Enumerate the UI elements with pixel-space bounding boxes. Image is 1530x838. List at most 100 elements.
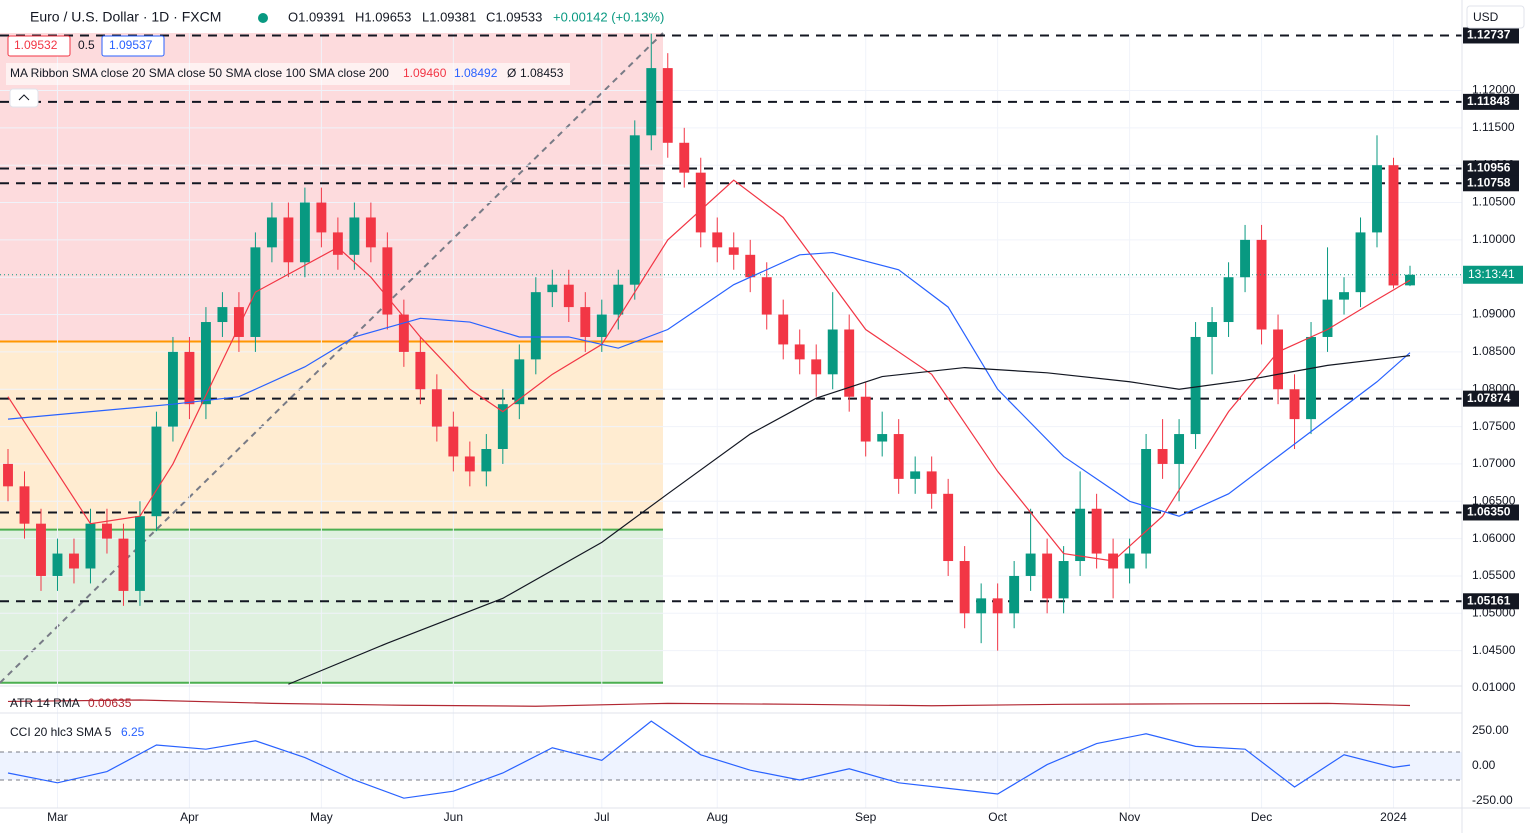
candle-body bbox=[794, 344, 805, 360]
candle-body bbox=[69, 553, 79, 569]
candle-body bbox=[1273, 329, 1283, 390]
candle-body bbox=[283, 217, 294, 263]
x-tick-label: Jun bbox=[444, 810, 463, 824]
candle-body bbox=[1058, 561, 1069, 599]
collapse-button[interactable] bbox=[9, 88, 39, 108]
candle-body bbox=[299, 202, 310, 263]
candle-body bbox=[1256, 239, 1267, 330]
fib-zone bbox=[0, 529, 663, 683]
candle-body bbox=[349, 217, 360, 255]
candle-body bbox=[1207, 322, 1218, 337]
candle-body bbox=[382, 247, 393, 315]
trend-line bbox=[0, 32, 664, 684]
candle-body bbox=[497, 404, 508, 449]
y-tick-label: 1.05500 bbox=[1472, 568, 1516, 582]
tool-box bbox=[101, 35, 165, 57]
y-tick-label: 250.00 bbox=[1472, 723, 1509, 737]
x-tick-label: Nov bbox=[1119, 810, 1140, 824]
candle-body bbox=[943, 493, 954, 562]
y-tick-label: 0.01000 bbox=[1472, 680, 1516, 694]
y-tick-label: 1.08500 bbox=[1472, 344, 1516, 358]
pane-title: ATR 14 RMA bbox=[10, 696, 80, 710]
candle-body bbox=[514, 359, 525, 405]
candle-body bbox=[728, 247, 739, 255]
candle-body bbox=[19, 486, 30, 524]
x-tick-label: Jul bbox=[594, 810, 609, 824]
fib-zone bbox=[0, 341, 663, 530]
y-tick-label: -250.00 bbox=[1472, 793, 1513, 807]
candle-body bbox=[530, 292, 541, 360]
candle-body bbox=[811, 359, 822, 375]
candle-body bbox=[233, 307, 244, 337]
candle-body bbox=[1306, 336, 1316, 420]
candle-body bbox=[217, 307, 228, 323]
candle-body bbox=[481, 448, 492, 472]
candle-body bbox=[1091, 508, 1102, 554]
ma-legend: MA Ribbon SMA close 20 SMA close 50 SMA … bbox=[10, 66, 389, 80]
candle-body bbox=[976, 598, 987, 614]
x-tick-label: Sep bbox=[855, 810, 877, 824]
candle-body bbox=[1388, 165, 1399, 286]
pane-title: CCI 20 hlc3 SMA 5 bbox=[10, 725, 112, 739]
candle-body bbox=[926, 471, 937, 494]
x-tick-label: Oct bbox=[988, 810, 1007, 824]
x-tick-label: 2024 bbox=[1380, 810, 1407, 824]
level-tag bbox=[1463, 504, 1519, 521]
y-tick-label: 1.09000 bbox=[1472, 307, 1516, 321]
candle-body bbox=[1025, 553, 1036, 576]
ma-value: 1.08492 bbox=[454, 66, 498, 80]
candle-body bbox=[695, 172, 706, 233]
candle-body bbox=[1042, 553, 1053, 599]
ma-line bbox=[7, 251, 1411, 517]
ohlc-open: O1.09391 bbox=[288, 9, 345, 24]
candle-body bbox=[547, 284, 558, 293]
candle-body bbox=[1355, 232, 1366, 293]
candle-body bbox=[712, 232, 723, 248]
ma-line bbox=[288, 355, 1411, 685]
ohlc-high: H1.09653 bbox=[355, 9, 411, 24]
candle-body bbox=[563, 284, 574, 308]
level-tag bbox=[1463, 175, 1519, 192]
candle-body bbox=[36, 523, 46, 576]
level-label: 1.06350 bbox=[1467, 505, 1511, 519]
cci-band bbox=[0, 751, 1462, 780]
ohlc-low: L1.09381 bbox=[422, 9, 476, 24]
candle-body bbox=[596, 314, 607, 337]
ma-value: Ø bbox=[507, 66, 516, 80]
ohlc-close: C1.09533 bbox=[486, 9, 542, 24]
tool-label: 1.09537 bbox=[109, 38, 153, 52]
candle-body bbox=[679, 142, 690, 173]
candle-body bbox=[415, 351, 426, 390]
candle-body bbox=[365, 217, 376, 248]
countdown: 13:13:41 bbox=[1468, 267, 1515, 281]
y-tick-label: 1.12000 bbox=[1472, 83, 1516, 97]
candle-body bbox=[1223, 277, 1234, 323]
candle-body bbox=[1174, 434, 1185, 464]
ma-value: 1.08453 bbox=[520, 66, 564, 80]
level-label: 1.12737 bbox=[1467, 28, 1511, 42]
y-tick-label: 0.00 bbox=[1472, 758, 1496, 772]
atr-line bbox=[7, 699, 1411, 707]
pane-value: 0.00635 bbox=[88, 696, 132, 710]
candle-body bbox=[860, 396, 871, 442]
candle-body bbox=[431, 389, 442, 427]
tool-label: 1.09532 bbox=[14, 38, 58, 52]
x-tick-label: Apr bbox=[180, 810, 199, 824]
level-tag bbox=[1463, 593, 1519, 610]
currency: USD bbox=[1473, 10, 1499, 24]
candle-body bbox=[266, 217, 277, 248]
candle-body bbox=[118, 538, 129, 591]
candle-body bbox=[1322, 299, 1333, 337]
y-tick-label: 1.10000 bbox=[1472, 232, 1516, 246]
candle-body bbox=[992, 598, 1003, 614]
candle-body bbox=[1124, 553, 1135, 569]
price-tag bbox=[1463, 265, 1523, 284]
candle-body bbox=[151, 426, 162, 517]
candle-body bbox=[3, 463, 13, 487]
y-tick-label: 1.06500 bbox=[1472, 493, 1516, 507]
candle-body bbox=[398, 314, 409, 352]
candle-body bbox=[1190, 336, 1201, 435]
x-tick-label: May bbox=[310, 810, 333, 824]
x-tick-label: Aug bbox=[707, 810, 728, 824]
currency-button[interactable] bbox=[1466, 5, 1525, 29]
